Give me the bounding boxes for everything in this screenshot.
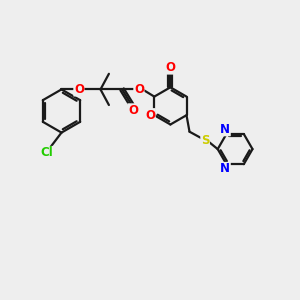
Text: O: O <box>145 109 155 122</box>
Text: O: O <box>128 104 138 117</box>
Text: O: O <box>165 61 176 74</box>
Text: Cl: Cl <box>40 146 53 160</box>
Text: S: S <box>201 134 209 147</box>
Text: N: N <box>220 123 230 136</box>
Text: N: N <box>220 163 230 176</box>
Text: O: O <box>134 83 144 96</box>
Text: O: O <box>74 83 84 96</box>
